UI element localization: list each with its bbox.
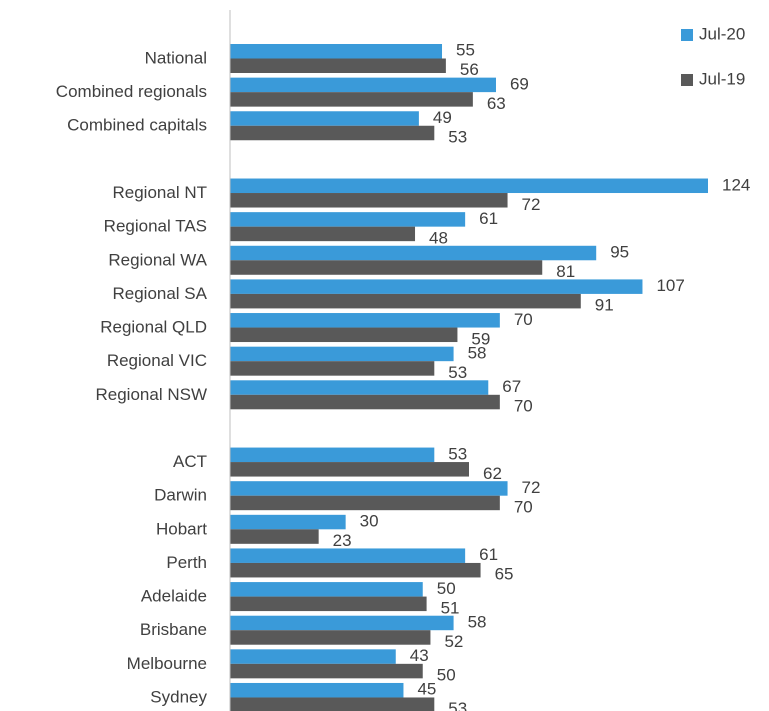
value-label: 52	[444, 632, 463, 651]
value-label: 53	[448, 699, 467, 711]
bar	[230, 562, 481, 578]
value-label: 70	[514, 310, 533, 329]
value-label: 124	[722, 175, 750, 194]
category-label: National	[145, 48, 207, 67]
bar	[230, 514, 346, 530]
category-label: ACT	[173, 452, 207, 471]
value-label: 61	[479, 209, 498, 228]
bar	[230, 596, 427, 612]
bar	[230, 361, 435, 376]
bar	[230, 125, 435, 141]
bar	[230, 212, 466, 227]
value-label: 63	[487, 94, 506, 113]
bar	[230, 548, 466, 563]
bar	[230, 193, 508, 208]
value-label: 69	[510, 74, 529, 93]
category-label: Brisbane	[140, 620, 207, 639]
legend-label: Jul-19	[699, 69, 745, 88]
value-label: 53	[448, 444, 467, 463]
bar	[230, 178, 708, 194]
legend-swatch	[681, 29, 693, 41]
bar	[230, 481, 508, 496]
bar	[230, 529, 319, 544]
value-label: 59	[471, 329, 490, 348]
value-label: 49	[433, 108, 452, 127]
bar	[230, 77, 496, 93]
category-label: Perth	[166, 553, 207, 572]
category-label: Darwin	[154, 486, 207, 505]
category-label: Sydney	[150, 687, 207, 706]
legend-swatch	[681, 74, 693, 86]
bar	[230, 260, 543, 275]
value-label: 72	[522, 195, 541, 214]
category-label: Combined regionals	[56, 82, 207, 101]
value-label: 67	[502, 377, 521, 396]
bar	[230, 447, 435, 463]
value-label: 48	[429, 228, 448, 247]
value-label: 91	[595, 296, 614, 315]
bar	[230, 462, 469, 477]
value-label: 61	[479, 545, 498, 564]
value-label: 58	[468, 612, 487, 631]
value-label: 30	[360, 512, 379, 531]
value-label: 53	[448, 127, 467, 146]
bar	[230, 92, 473, 107]
bar	[230, 226, 416, 242]
value-label: 23	[333, 531, 352, 550]
bar	[230, 111, 419, 126]
category-label: Adelaide	[141, 587, 207, 606]
category-label: Regional SA	[112, 284, 207, 303]
value-label: 72	[522, 478, 541, 497]
value-label: 58	[468, 343, 487, 362]
bar	[230, 44, 443, 59]
value-label: 53	[448, 363, 467, 382]
bar	[230, 615, 454, 631]
bar	[230, 327, 458, 343]
value-label: 65	[495, 565, 514, 584]
value-label: 62	[483, 464, 502, 483]
bar	[230, 346, 454, 362]
category-label: Hobart	[156, 519, 207, 538]
legend-label: Jul-20	[699, 24, 745, 43]
value-label: 95	[610, 243, 629, 262]
bar	[230, 279, 643, 294]
category-label: Melbourne	[127, 654, 207, 673]
bar	[230, 380, 489, 395]
category-label: Combined capitals	[67, 116, 207, 135]
bar	[230, 697, 435, 711]
category-label: Regional QLD	[100, 318, 207, 337]
value-label: 45	[417, 680, 436, 699]
value-label: 50	[437, 666, 456, 685]
bar	[230, 649, 396, 664]
value-label: 55	[456, 41, 475, 60]
bar	[230, 682, 404, 698]
value-label: 51	[441, 598, 460, 617]
value-label: 43	[410, 646, 429, 665]
category-label: Regional TAS	[104, 217, 207, 236]
category-label: Regional WA	[108, 250, 207, 269]
category-label: Regional VIC	[107, 351, 207, 370]
bar	[230, 394, 500, 410]
bar	[230, 663, 423, 679]
category-label: Regional NT	[113, 183, 208, 202]
value-label: 70	[514, 397, 533, 416]
bar	[230, 58, 446, 73]
bar	[230, 245, 597, 261]
value-label: 107	[656, 276, 684, 295]
bar	[230, 582, 423, 597]
value-label: 56	[460, 60, 479, 79]
bar	[230, 313, 500, 328]
value-label: 50	[437, 579, 456, 598]
bar	[230, 630, 431, 645]
bar	[230, 495, 500, 511]
bar	[230, 293, 581, 309]
category-label: Regional NSW	[96, 385, 208, 404]
value-label: 81	[556, 262, 575, 281]
value-label: 70	[514, 497, 533, 516]
